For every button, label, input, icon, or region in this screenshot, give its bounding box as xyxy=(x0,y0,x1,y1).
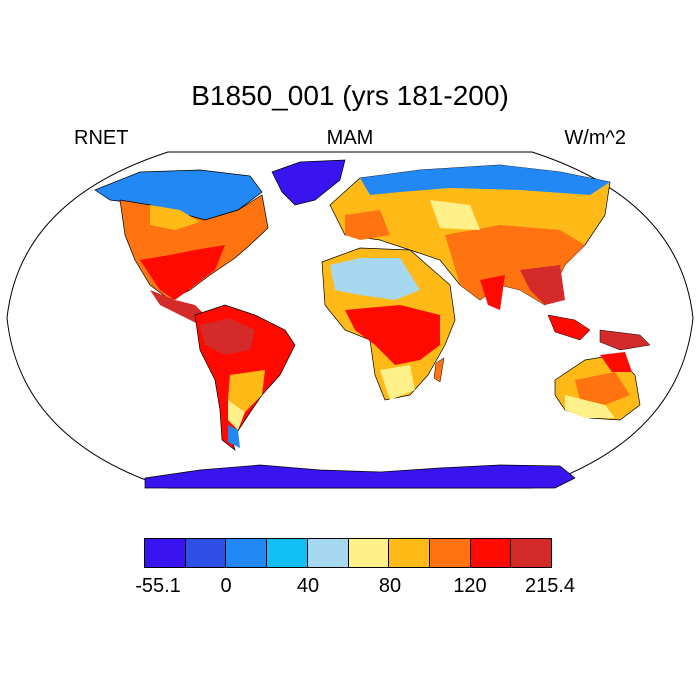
colorbar xyxy=(144,538,552,568)
colorbar-swatch xyxy=(145,539,186,567)
map-title: B1850_001 (yrs 181-200) xyxy=(191,80,509,111)
south-america-region xyxy=(194,304,296,451)
australia-region xyxy=(554,352,641,421)
colorbar-swatch xyxy=(389,539,430,567)
colorbar-swatch xyxy=(470,539,512,567)
units-label: W/m^2 xyxy=(564,127,626,149)
season-label: MAM xyxy=(326,127,374,149)
colorbar-swatch xyxy=(429,539,471,567)
colorbar-swatch xyxy=(348,539,390,567)
colorbar-swatch xyxy=(185,539,227,567)
colorbar-tick-label: -55.1 xyxy=(135,575,181,597)
colorbar-tick-label: 80 xyxy=(378,575,402,597)
variable-label: RNET xyxy=(74,127,129,149)
colorbar-tick-label: 120 xyxy=(453,575,487,597)
colorbar-swatch xyxy=(307,539,349,567)
colorbar-swatch xyxy=(267,539,308,567)
colorbar-tick-label: 215.4 xyxy=(524,575,576,597)
colorbar-tick-label: 40 xyxy=(296,575,320,597)
colorbar-tick-label: 0 xyxy=(220,575,232,597)
maritime-continent-region xyxy=(547,314,651,351)
africa-region xyxy=(321,247,456,401)
colorbar-swatch xyxy=(226,539,268,567)
antarctica-region xyxy=(144,464,576,489)
greenland-region xyxy=(271,159,346,206)
colorbar-swatch xyxy=(511,539,552,567)
eurasia-region xyxy=(329,164,611,310)
